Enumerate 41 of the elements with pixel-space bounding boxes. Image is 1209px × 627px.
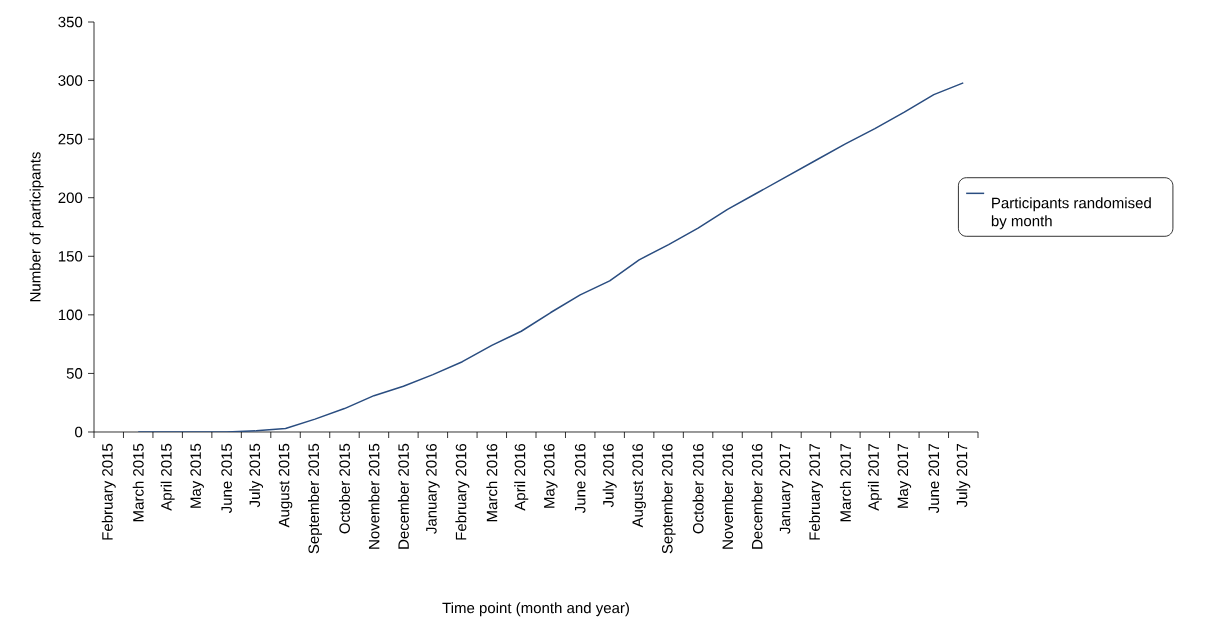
y-tick-label: 150 <box>58 250 83 262</box>
y-tick-label: 350 <box>58 16 83 28</box>
y-tick-label: 50 <box>66 368 83 379</box>
x-tick-label: April 2015 <box>160 443 175 511</box>
x-tick-label: July 2016 <box>602 443 617 508</box>
y-tick-label: 100 <box>58 309 83 321</box>
x-tick-label: November 2016 <box>722 443 734 549</box>
x-tick-label: March 2017 <box>839 443 851 522</box>
x-tick-label: September 2016 <box>661 443 676 554</box>
x-tick-label: July 2015 <box>249 443 264 508</box>
x-tick-label: February 2016 <box>455 443 470 540</box>
x-tick-label: February 2017 <box>808 443 823 540</box>
x-tick-label: October 2015 <box>338 443 350 534</box>
x-tick-label: December 2015 <box>397 443 409 549</box>
x-tick-label: July 2017 <box>956 443 971 508</box>
x-tick-label: December 2016 <box>751 443 763 549</box>
x-axis-title: Time point (month and year) <box>442 602 629 617</box>
x-tick-label: January 2017 <box>779 443 794 534</box>
x-tick-label: June 2016 <box>574 443 586 514</box>
x-tick-label: January 2016 <box>426 443 440 534</box>
x-tick-label: September 2015 <box>308 443 322 554</box>
y-tick-label: 250 <box>58 133 83 145</box>
x-tick-label: August 2016 <box>632 443 646 528</box>
x-tick-label: May 2017 <box>897 443 912 508</box>
y-tick-label: 300 <box>58 75 83 86</box>
x-tick-label: June 2015 <box>221 443 232 514</box>
x-tick-label: April 2017 <box>867 443 882 511</box>
x-tick-label: March 2015 <box>132 443 144 522</box>
x-tick-label: April 2016 <box>514 443 529 511</box>
x-tick-label: May 2016 <box>543 443 558 508</box>
x-tick-label: May 2015 <box>190 443 204 508</box>
x-tick-label: June 2017 <box>928 443 940 514</box>
x-tick-label: March 2016 <box>486 443 498 522</box>
x-tick-label: October 2016 <box>692 443 704 534</box>
y-tick-label: 200 <box>58 192 83 204</box>
x-tick-label: November 2015 <box>368 443 380 549</box>
x-tick-label: August 2015 <box>278 443 293 528</box>
text: Participants randomised by month <box>991 197 1151 230</box>
x-tick-label: February 2015 <box>101 443 116 540</box>
y-axis-title: Number of participants <box>29 152 44 302</box>
y-tick-label: 0 <box>75 426 83 438</box>
